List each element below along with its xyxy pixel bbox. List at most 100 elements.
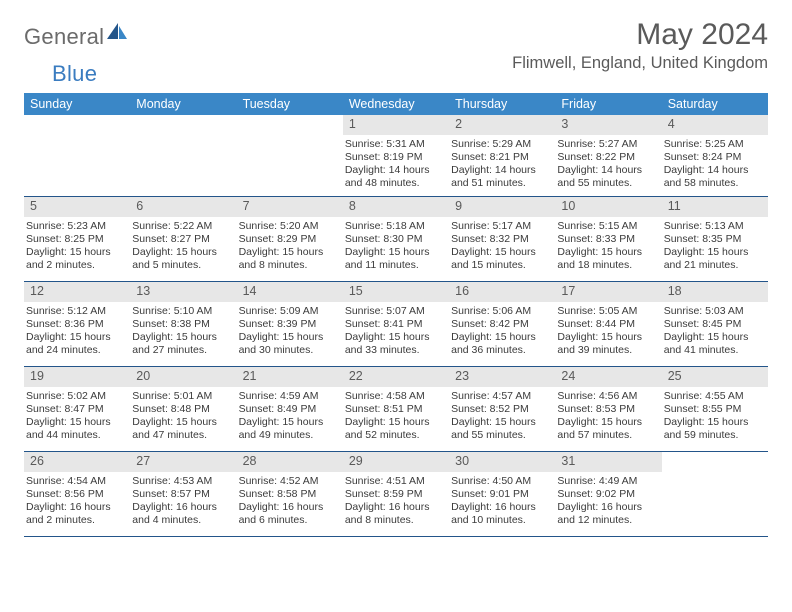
day-cell: 5Sunrise: 5:23 AMSunset: 8:25 PMDaylight… bbox=[24, 197, 130, 281]
day-number: 2 bbox=[449, 115, 555, 135]
day-cell: 19 Sunrise: 5:02 AMSunset: 8:47 PMDayligh… bbox=[24, 367, 130, 451]
sunrise-line: Sunrise: 4:54 AM bbox=[26, 475, 128, 488]
sunset-line: Sunset: 8:44 PM bbox=[557, 318, 659, 331]
sunrise-line: Sunrise: 4:55 AM bbox=[664, 390, 766, 403]
day-cell: 21Sunrise: 4:59 AMSunset: 8:49 PMDayligh… bbox=[237, 367, 343, 451]
daylight-line-1: Daylight: 15 hours bbox=[664, 246, 766, 259]
day-number: 29 bbox=[343, 452, 449, 472]
sunset-line: Sunset: 8:32 PM bbox=[451, 233, 553, 246]
day-number: 6 bbox=[130, 197, 236, 217]
week-row: 12Sunrise: 5:12 AMSunset: 8:36 PMDayligh… bbox=[24, 282, 768, 367]
sunset-line: Sunset: 8:30 PM bbox=[345, 233, 447, 246]
sunset-line: Sunset: 8:38 PM bbox=[132, 318, 234, 331]
daylight-line-2: and 21 minutes. bbox=[664, 259, 766, 272]
daylight-line-2: and 4 minutes. bbox=[132, 514, 234, 527]
day-cell: 18Sunrise: 5:03 AMSunset: 8:45 PMDayligh… bbox=[662, 282, 768, 366]
day-number: 23 bbox=[449, 367, 555, 387]
daylight-line-2: and 30 minutes. bbox=[239, 344, 341, 357]
sunrise-line: Sunrise: 5:03 AM bbox=[664, 305, 766, 318]
sunrise-line: Sunrise: 5:22 AM bbox=[132, 220, 234, 233]
sunrise-line: Sunrise: 5:05 AM bbox=[557, 305, 659, 318]
daylight-line-2: and 57 minutes. bbox=[557, 429, 659, 442]
sunset-line: Sunset: 8:47 PM bbox=[26, 403, 128, 416]
daylight-line-1: Daylight: 15 hours bbox=[451, 416, 553, 429]
daylight-line-1: Daylight: 15 hours bbox=[239, 416, 341, 429]
logo-text-general: General bbox=[24, 24, 104, 50]
sunrise-line: Sunrise: 5:31 AM bbox=[345, 138, 447, 151]
day-number: 21 bbox=[237, 367, 343, 387]
sunrise-line: Sunrise: 4:53 AM bbox=[132, 475, 234, 488]
logo-text-blue: Blue bbox=[52, 61, 97, 86]
daylight-line-1: Daylight: 15 hours bbox=[239, 246, 341, 259]
week-row: 1Sunrise: 5:31 AMSunset: 8:19 PMDaylight… bbox=[24, 115, 768, 197]
daylight-line-1: Daylight: 15 hours bbox=[557, 331, 659, 344]
dow-cell: Thursday bbox=[449, 93, 555, 115]
day-number: 27 bbox=[130, 452, 236, 472]
day-cell: 9Sunrise: 5:17 AMSunset: 8:32 PMDaylight… bbox=[449, 197, 555, 281]
daylight-line-1: Daylight: 15 hours bbox=[664, 331, 766, 344]
sunset-line: Sunset: 9:02 PM bbox=[557, 488, 659, 501]
daylight-line-2: and 39 minutes. bbox=[557, 344, 659, 357]
day-cell: 6 Sunrise: 5:22 AMSunset: 8:27 PMDaylight… bbox=[130, 197, 236, 281]
sunset-line: Sunset: 8:39 PM bbox=[239, 318, 341, 331]
day-number: 8 bbox=[343, 197, 449, 217]
daylight-line-2: and 27 minutes. bbox=[132, 344, 234, 357]
daylight-line-1: Daylight: 14 hours bbox=[345, 164, 447, 177]
daylight-line-2: and 47 minutes. bbox=[132, 429, 234, 442]
sunset-line: Sunset: 8:36 PM bbox=[26, 318, 128, 331]
dow-cell: Sunday bbox=[24, 93, 130, 115]
weeks-container: 1Sunrise: 5:31 AMSunset: 8:19 PMDaylight… bbox=[24, 115, 768, 537]
daylight-line-1: Daylight: 15 hours bbox=[132, 246, 234, 259]
day-cell: 31Sunrise: 4:49 AMSunset: 9:02 PMDayligh… bbox=[555, 452, 661, 536]
day-number: 5 bbox=[24, 197, 130, 217]
sunrise-line: Sunrise: 4:56 AM bbox=[557, 390, 659, 403]
day-number: 11 bbox=[662, 197, 768, 217]
daylight-line-2: and 44 minutes. bbox=[26, 429, 128, 442]
day-cell: 2Sunrise: 5:29 AMSunset: 8:21 PMDaylight… bbox=[449, 115, 555, 196]
sunrise-line: Sunrise: 5:23 AM bbox=[26, 220, 128, 233]
day-number: 13 bbox=[130, 282, 236, 302]
daylight-line-2: and 36 minutes. bbox=[451, 344, 553, 357]
day-number: 14 bbox=[237, 282, 343, 302]
daylight-line-2: and 55 minutes. bbox=[451, 429, 553, 442]
daylight-line-2: and 11 minutes. bbox=[345, 259, 447, 272]
sunset-line: Sunset: 8:33 PM bbox=[557, 233, 659, 246]
daylight-line-1: Daylight: 15 hours bbox=[26, 331, 128, 344]
day-cell: 22Sunrise: 4:58 AMSunset: 8:51 PMDayligh… bbox=[343, 367, 449, 451]
sunrise-line: Sunrise: 5:02 AM bbox=[26, 390, 128, 403]
daylight-line-2: and 2 minutes. bbox=[26, 259, 128, 272]
sunset-line: Sunset: 8:27 PM bbox=[132, 233, 234, 246]
sunset-line: Sunset: 8:48 PM bbox=[132, 403, 234, 416]
daylight-line-2: and 58 minutes. bbox=[664, 177, 766, 190]
daylight-line-1: Daylight: 15 hours bbox=[664, 416, 766, 429]
daylight-line-1: Daylight: 15 hours bbox=[239, 331, 341, 344]
daylight-line-2: and 2 minutes. bbox=[26, 514, 128, 527]
daylight-line-2: and 15 minutes. bbox=[451, 259, 553, 272]
daylight-line-1: Daylight: 16 hours bbox=[451, 501, 553, 514]
day-number: 16 bbox=[449, 282, 555, 302]
day-number: 3 bbox=[555, 115, 661, 135]
sunrise-line: Sunrise: 4:49 AM bbox=[557, 475, 659, 488]
sunset-line: Sunset: 8:41 PM bbox=[345, 318, 447, 331]
sunrise-line: Sunrise: 4:58 AM bbox=[345, 390, 447, 403]
day-number: 30 bbox=[449, 452, 555, 472]
daylight-line-2: and 55 minutes. bbox=[557, 177, 659, 190]
day-cell: 20Sunrise: 5:01 AMSunset: 8:48 PMDayligh… bbox=[130, 367, 236, 451]
day-number: 10 bbox=[555, 197, 661, 217]
day-cell bbox=[130, 115, 236, 196]
day-number: 19 bbox=[24, 367, 130, 387]
day-cell: 24Sunrise: 4:56 AMSunset: 8:53 PMDayligh… bbox=[555, 367, 661, 451]
day-number: 18 bbox=[662, 282, 768, 302]
day-number: 24 bbox=[555, 367, 661, 387]
daylight-line-1: Daylight: 15 hours bbox=[345, 331, 447, 344]
sunrise-line: Sunrise: 5:17 AM bbox=[451, 220, 553, 233]
daylight-line-1: Daylight: 15 hours bbox=[557, 416, 659, 429]
daylight-line-2: and 52 minutes. bbox=[345, 429, 447, 442]
daylight-line-2: and 12 minutes. bbox=[557, 514, 659, 527]
sunrise-line: Sunrise: 5:06 AM bbox=[451, 305, 553, 318]
sunrise-line: Sunrise: 5:10 AM bbox=[132, 305, 234, 318]
sunset-line: Sunset: 8:51 PM bbox=[345, 403, 447, 416]
daylight-line-2: and 8 minutes. bbox=[239, 259, 341, 272]
daylight-line-1: Daylight: 15 hours bbox=[26, 416, 128, 429]
sunrise-line: Sunrise: 5:12 AM bbox=[26, 305, 128, 318]
